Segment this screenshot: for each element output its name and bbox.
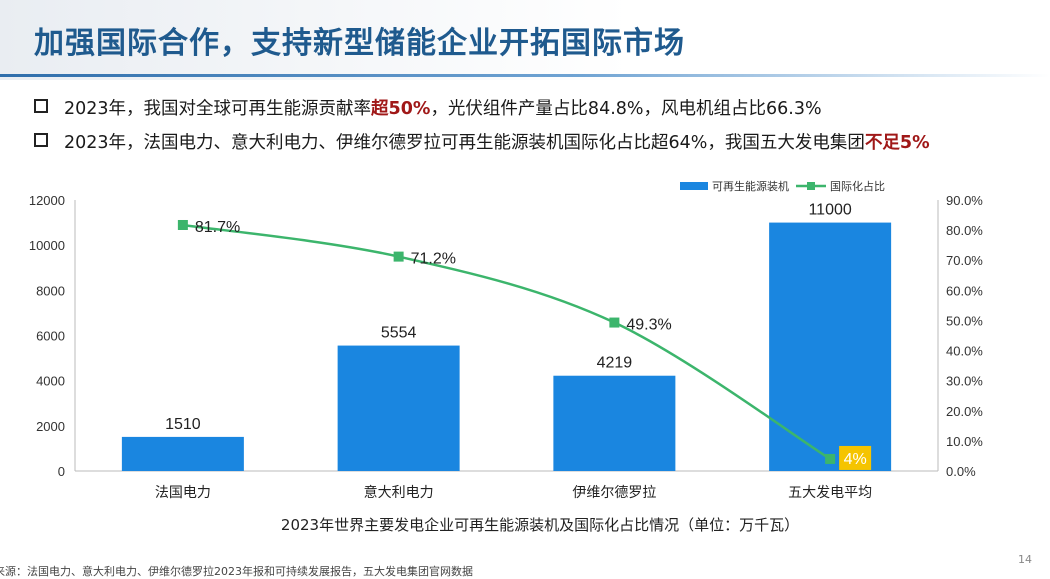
- legend-line-label: 国际化占比: [830, 179, 885, 193]
- line-value-label: 4%: [844, 451, 867, 468]
- y-left-tick-label: 8000: [36, 283, 65, 298]
- y-right-tick-label: 60.0%: [946, 283, 983, 298]
- chart-caption: 2023年世界主要发电企业可再生能源装机及国际化占比情况（单位：万千瓦）: [280, 516, 800, 534]
- page-number: 14: [1018, 553, 1032, 566]
- square-bullet-icon: [34, 99, 48, 113]
- bar: [553, 375, 676, 471]
- y-left-tick-label: 12000: [29, 193, 65, 208]
- bullet-text: 2023年，法国电力、意大利电力、伊维尔德罗拉可再生能源装机国际化占比超64%，…: [64, 133, 865, 153]
- title-band: [0, 0, 1050, 80]
- y-right-tick-label: 10.0%: [946, 434, 983, 449]
- y-left-tick-label: 2000: [36, 419, 65, 434]
- x-tick-label: 意大利电力: [364, 484, 434, 500]
- y-right-tick-label: 20.0%: [946, 404, 983, 419]
- x-tick-label: 五大发电平均: [788, 484, 872, 500]
- line-value-label: 49.3%: [626, 317, 671, 334]
- highlight-label-box: [839, 445, 872, 470]
- legend-line-marker: [807, 182, 815, 190]
- bar-value-label: 1510: [165, 416, 201, 433]
- legend-bar-swatch: [680, 182, 708, 190]
- y-right-tick-label: 80.0%: [946, 223, 983, 238]
- bar-value-label: 11000: [808, 202, 851, 219]
- line-marker: [609, 317, 620, 328]
- bullet-item-2: 2023年，法国电力、意大利电力、伊维尔德罗拉可再生能源装机国际化占比超64%，…: [34, 126, 930, 160]
- bar: [121, 436, 244, 471]
- y-right-tick-label: 70.0%: [946, 253, 983, 268]
- bullet-highlight: 超50%: [371, 99, 431, 119]
- x-tick-label: 法国电力: [155, 484, 211, 500]
- bar: [769, 222, 892, 471]
- bar: [337, 345, 460, 471]
- line-marker: [393, 251, 404, 262]
- y-right-tick-label: 90.0%: [946, 193, 983, 208]
- y-right-tick-label: 0.0%: [946, 464, 976, 479]
- y-right-tick-label: 50.0%: [946, 313, 983, 328]
- line-value-label: 71.2%: [411, 251, 456, 268]
- y-left-tick-label: 0: [58, 464, 65, 479]
- y-left-tick-label: 10000: [29, 238, 65, 253]
- y-left-tick-label: 4000: [36, 374, 65, 389]
- series-line: [182, 223, 831, 461]
- bullet-list: 2023年，我国对全球可再生能源贡献率超50%，光伏组件产量占比84.8%，风电…: [34, 92, 930, 160]
- slide-title: 加强国际合作，支持新型储能企业开拓国际市场: [34, 26, 685, 61]
- title-divider: [0, 74, 1050, 77]
- line-value-label: 81.7%: [195, 219, 240, 236]
- line-marker: [825, 453, 836, 464]
- legend-bar-label: 可再生能源装机: [712, 179, 789, 193]
- line-marker: [177, 219, 188, 230]
- bullet-text: 2023年，我国对全球可再生能源贡献率: [64, 99, 372, 119]
- bar-value-label: 4219: [597, 355, 633, 372]
- source-note: 来源：法国电力、意大利电力、伊维尔德罗拉2023年报和可持续发展报告，五大发电集…: [0, 565, 473, 578]
- square-bullet-icon: [34, 133, 48, 147]
- bullet-item-1: 2023年，我国对全球可再生能源贡献率超50%，光伏组件产量占比84.8%，风电…: [34, 92, 930, 126]
- bullet-text: ，光伏组件产量占比84.8%，风电机组占比66.3%: [430, 99, 822, 119]
- bullet-highlight: 不足5%: [864, 133, 930, 153]
- y-right-tick-label: 40.0%: [946, 344, 983, 359]
- y-right-tick-label: 30.0%: [946, 374, 983, 389]
- x-tick-label: 伊维尔德罗拉: [572, 484, 656, 500]
- bar-value-label: 5554: [381, 325, 417, 342]
- y-left-tick-label: 6000: [36, 329, 65, 344]
